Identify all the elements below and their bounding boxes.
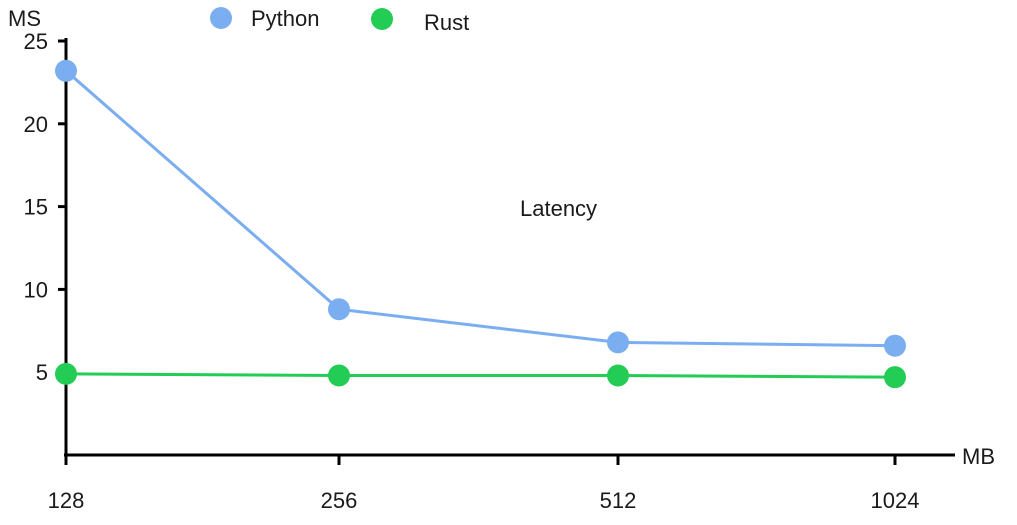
y-axis-title: MS [8,6,41,31]
legend-item: Python [210,6,320,31]
legend-item: Rust [371,8,469,35]
legend-label: Rust [424,10,469,35]
x-tick-label: 128 [48,488,85,513]
y-tick-label: 10 [24,277,48,302]
x-tick-label: 256 [321,488,358,513]
axes: MS MB [8,6,995,469]
data-point [607,331,629,354]
x-tick-label: 1024 [871,488,920,513]
series-line [65,372,896,379]
legend-marker [371,8,393,30]
data-point [884,334,906,357]
x-tick-label: 512 [600,488,637,513]
data-point [884,366,906,389]
legend-marker [210,7,232,29]
chart-annotation: Latency [520,196,597,221]
y-ticks: 5 10 15 20 25 [24,29,66,385]
legend: Python Rust [210,6,469,35]
x-axis-title: MB [962,444,995,469]
y-tick-label: 20 [24,112,48,137]
legend-label: Python [251,6,320,31]
data-point [328,364,350,387]
y-tick-label: 15 [24,195,48,220]
series-group [55,59,906,389]
series-line [65,69,896,348]
data-point [55,362,77,385]
series-rust [55,362,906,389]
x-ticks: 128 256 512 1024 [48,455,920,513]
y-tick-label: 25 [24,29,48,54]
y-tick-label: 5 [36,360,48,385]
data-point [328,298,350,321]
data-point [55,59,77,82]
series-python [55,59,906,357]
data-point [607,364,629,387]
